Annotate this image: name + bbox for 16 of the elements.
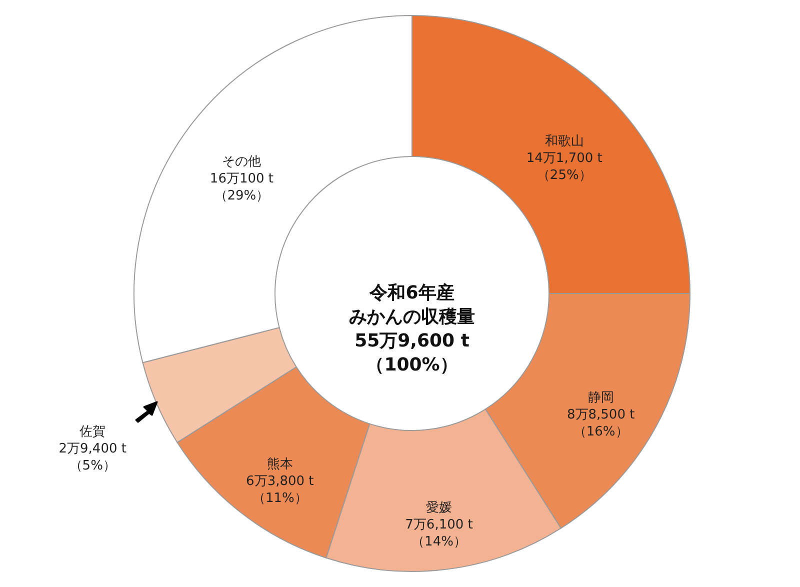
data-label: 2万9,400 t （5%） bbox=[58, 442, 126, 474]
text: 55万9,600 t bbox=[354, 330, 470, 352]
data-label: 8万8,500 t （16%） bbox=[566, 407, 635, 440]
slice-label: 愛媛 bbox=[426, 500, 452, 516]
data-label: 16万100 t （29%） bbox=[210, 171, 274, 204]
data-label: 14万1,700 t （25%） bbox=[526, 151, 602, 184]
data-label: 6万3,800 t （11%） bbox=[246, 474, 314, 506]
text: みかんの収穫量 bbox=[349, 306, 475, 328]
slice-label: 和歌山 bbox=[544, 134, 584, 150]
slice-label: 静岡 bbox=[588, 390, 614, 406]
slice-label: 佐賀 bbox=[80, 424, 106, 440]
text: 令和6年産 bbox=[368, 282, 454, 304]
text: （100%） bbox=[366, 354, 458, 376]
slice-label: その他 bbox=[222, 154, 262, 170]
slice-label: 熊本 bbox=[266, 456, 293, 472]
data-label: 7万6,100 t （14%） bbox=[405, 517, 473, 550]
